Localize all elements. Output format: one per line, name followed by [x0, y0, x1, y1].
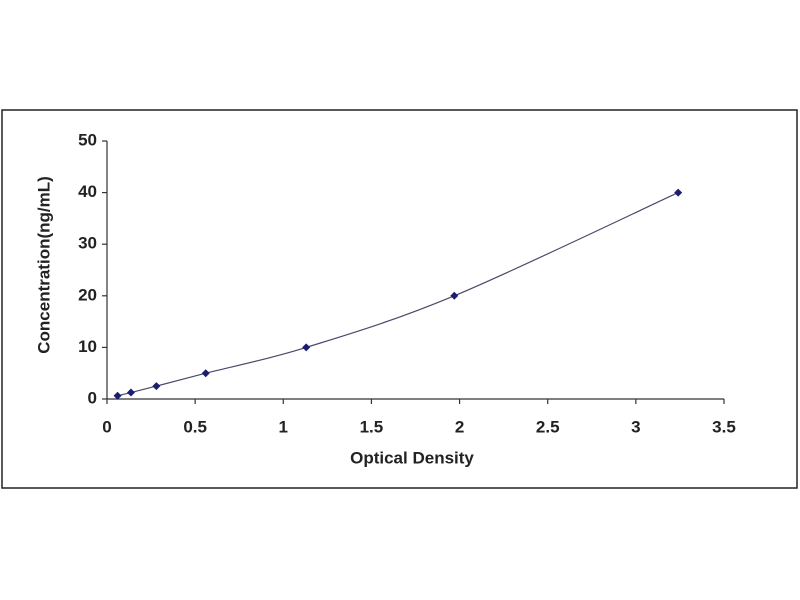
x-tick-label: 2.5 [536, 417, 560, 436]
y-tick-label: 20 [78, 285, 97, 304]
point [674, 188, 683, 197]
y-tick-label: 50 [78, 130, 97, 149]
chart-frame [1, 109, 798, 489]
point [201, 369, 210, 378]
y-tick-label: 40 [78, 182, 97, 201]
x-tick-label: 1 [279, 417, 288, 436]
y-tick-label: 10 [78, 337, 97, 356]
x-axis-label: Optical Density [350, 448, 474, 467]
x-tick-label: 3.5 [712, 417, 736, 436]
y-axis-label: Concentration(ng/mL) [34, 176, 53, 354]
y-tick-label: 30 [78, 234, 97, 253]
y-tick-label: 0 [88, 388, 97, 407]
x-tick-label: 1.5 [360, 417, 384, 436]
x-tick-label: 3 [631, 417, 640, 436]
curve [117, 192, 679, 397]
x-tick-label: 2 [455, 417, 464, 436]
point [302, 343, 311, 352]
point [152, 382, 161, 391]
x-tick-label: 0 [102, 417, 111, 436]
point [450, 291, 459, 300]
x-tick-label: 0.5 [183, 417, 207, 436]
point [113, 391, 122, 400]
point [126, 388, 135, 397]
